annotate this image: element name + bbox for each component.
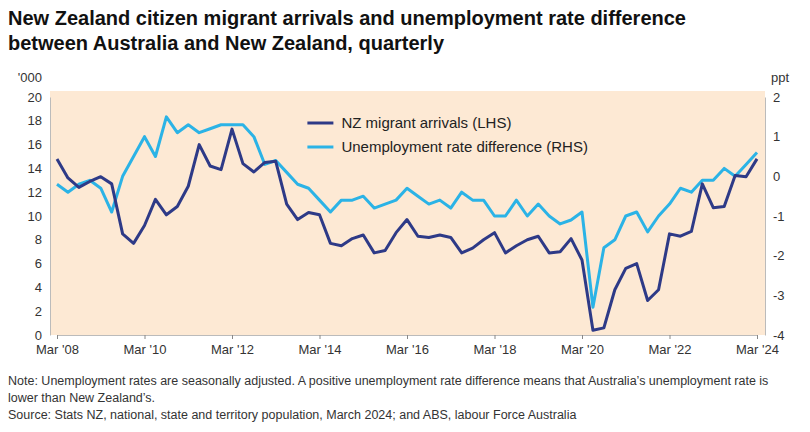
tick-mark <box>407 335 408 339</box>
y2-axis: -4 -3 -2 -1 0 1 2 <box>765 90 785 343</box>
tick: 14 <box>28 161 50 176</box>
axis-line <box>765 98 766 336</box>
tick-label: 0 <box>35 328 42 343</box>
tick: 2 <box>35 304 50 319</box>
tick-mark <box>320 335 321 339</box>
tick-label: 16 <box>28 137 42 152</box>
tick-label: Mar '18 <box>474 342 517 357</box>
tick-mark <box>670 335 671 339</box>
tick-mark <box>232 335 233 339</box>
tick-label: Mar '24 <box>736 342 779 357</box>
tick-label: 0 <box>773 169 780 184</box>
tick: Mar '20 <box>561 335 604 357</box>
y-axis: 0 2 4 6 8 10 12 14 16 18 20 <box>28 90 51 343</box>
note: Source: Stats NZ, national, state and te… <box>8 408 576 422</box>
series-line <box>57 129 757 330</box>
tick-label: -3 <box>773 288 785 303</box>
tick-label: Mar '14 <box>299 342 342 357</box>
text-line: lower than New Zealand’s. <box>8 391 155 405</box>
tick-label: 1 <box>773 129 780 144</box>
tick-label: 18 <box>28 113 42 128</box>
tick: Mar '10 <box>124 335 167 357</box>
tick: Mar '18 <box>474 335 517 357</box>
tick: 20 <box>28 90 50 105</box>
tick: 0 <box>35 328 50 343</box>
tick-label: 20 <box>28 90 42 105</box>
tick-label: 8 <box>35 232 42 247</box>
tick-label: 12 <box>28 185 42 200</box>
tick-label: Mar '08 <box>36 342 79 357</box>
axis-line <box>58 336 758 340</box>
note: Note: Unemployment rates are seasonally … <box>8 374 768 405</box>
tick: 10 <box>28 209 50 224</box>
tick: Mar '24 <box>736 335 779 357</box>
tick: 1 <box>765 129 780 144</box>
tick: Mar '16 <box>386 335 429 357</box>
axis-line <box>50 98 51 336</box>
tick-mark <box>57 335 58 339</box>
tick: -2 <box>765 248 785 263</box>
tick-label: 4 <box>35 280 42 295</box>
tick: 4 <box>35 280 50 295</box>
title: New Zealand citizen migrant arrivals and… <box>8 7 686 54</box>
tick: 0 <box>765 169 780 184</box>
tick-mark <box>757 335 758 339</box>
text-line: Source: Stats NZ, national, state and te… <box>8 408 576 422</box>
tick: 8 <box>35 232 50 247</box>
tick-label: -4 <box>773 328 785 343</box>
tick-label: 6 <box>35 256 42 271</box>
y-axis-label: '000 <box>18 70 42 85</box>
legend-label: Unemployment rate difference (RHS) <box>341 138 588 155</box>
tick-label: Mar '22 <box>649 342 692 357</box>
series-line <box>57 117 757 307</box>
tick-mark <box>145 335 146 339</box>
tick: 6 <box>35 256 50 271</box>
tick-label: 2 <box>773 90 780 105</box>
tick-mark <box>582 335 583 339</box>
tick: -1 <box>765 209 785 224</box>
tick-label: Mar '10 <box>124 342 167 357</box>
tick: -4 <box>765 328 785 343</box>
y2-axis-label: ppt <box>771 70 789 85</box>
tick-label: Mar '16 <box>386 342 429 357</box>
tick-label: -2 <box>773 248 785 263</box>
tick: Mar '12 <box>211 335 254 357</box>
tick: 18 <box>28 113 50 128</box>
tick-label: -1 <box>773 209 785 224</box>
tick: Mar '14 <box>299 335 342 357</box>
legend-swatch <box>307 122 333 125</box>
tick: Mar '22 <box>649 335 692 357</box>
tick: 2 <box>765 90 780 105</box>
legend-label: NZ migrant arrivals (LHS) <box>341 114 511 131</box>
tick: 16 <box>28 137 50 152</box>
chart: New Zealand citizen migrant arrivals and… <box>0 0 810 432</box>
tick: Mar '08 <box>36 335 79 357</box>
tick-mark <box>495 335 496 339</box>
tick-label: 10 <box>28 209 42 224</box>
text-line: New Zealand citizen migrant arrivals and… <box>8 7 686 29</box>
text-line: Note: Unemployment rates are seasonally … <box>8 374 768 388</box>
x-axis: Mar '08 Mar '10 Mar '12 Mar '14 Mar '16 Mar '… <box>36 335 779 357</box>
legend: NZ migrant arrivals (LHS) Unemployment ra… <box>307 114 588 155</box>
tick-label: 2 <box>35 304 42 319</box>
text-line: between Australia and New Zealand, quart… <box>8 32 445 54</box>
tick: 12 <box>28 185 50 200</box>
tick: -3 <box>765 288 785 303</box>
tick-label: 14 <box>28 161 42 176</box>
series-group <box>57 117 757 330</box>
tick-label: Mar '12 <box>211 342 254 357</box>
plot-background <box>50 91 765 335</box>
tick-label: Mar '20 <box>561 342 604 357</box>
legend-swatch <box>307 146 333 149</box>
